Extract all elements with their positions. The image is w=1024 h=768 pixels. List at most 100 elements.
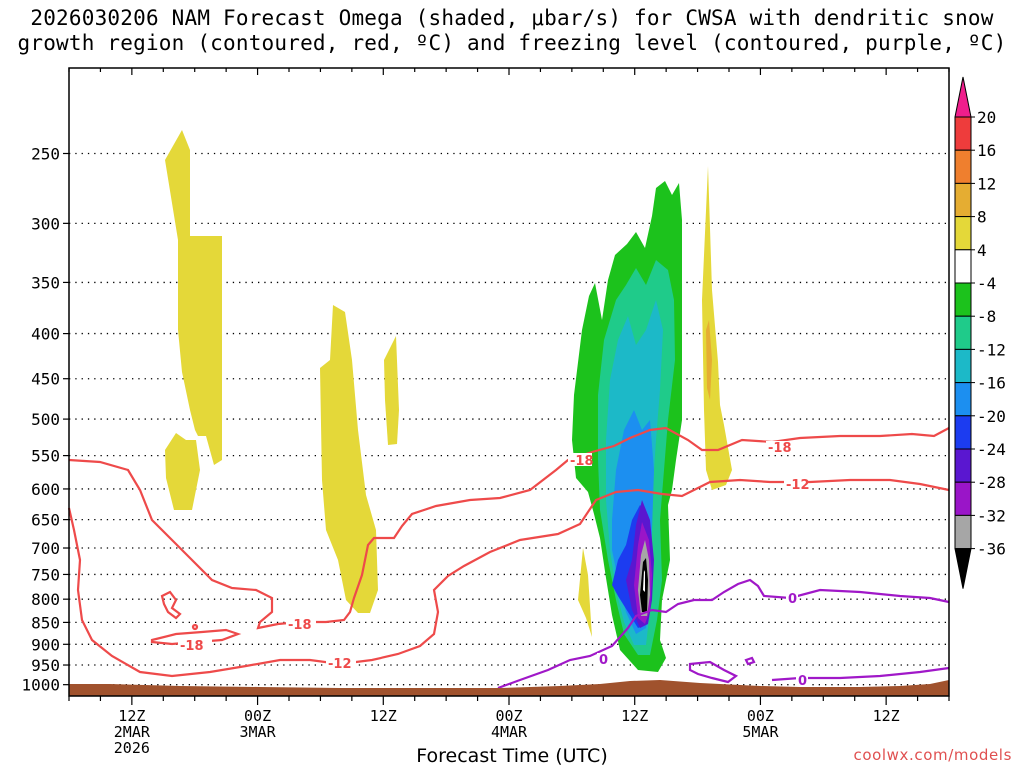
y-tick-label-600: 600: [31, 480, 60, 499]
omega-pos-region-4: [384, 336, 399, 445]
freeze-label-bg-3: [796, 673, 808, 686]
dgz-label-bg-1: [568, 453, 592, 466]
y-tick-label-500: 500: [31, 410, 60, 429]
chart-title: 2026030206 NAM Forecast Omega (shaded, μ…: [0, 6, 1024, 56]
credit-link[interactable]: coolwx.com/models: [853, 746, 1012, 764]
x-tick-label-78-0: 12Z: [873, 707, 900, 725]
x-tick-label-66-1: 5MAR: [742, 723, 779, 741]
terrain-surface: [69, 680, 949, 696]
colorbar-block-11: [954, 448, 972, 483]
colorbar-label-2: 12: [977, 174, 996, 193]
x-tick-label-6-1: 2MAR: [114, 723, 151, 741]
omega-pos-region-6: [702, 166, 732, 490]
dgz-contour-lower: [67, 478, 950, 678]
freeze-label-2: 0: [788, 592, 797, 607]
dgz-contour-loop-2: [150, 628, 242, 646]
colorbar-label-7: -12: [977, 340, 1006, 359]
dgz-contour-dot: [191, 623, 199, 631]
y-tick-label-400: 400: [31, 325, 60, 344]
y-tick-label-550: 550: [31, 447, 60, 466]
x-tick-label-6-0: 12Z: [118, 707, 145, 725]
x-tick-label-6-2: 2026: [114, 739, 150, 757]
pressure-axis: 250 300 350 400 450 500 550 600 650 700 750 800 850 9…: [21, 144, 69, 695]
dgz-label-bg-3: [784, 478, 808, 491]
dgz-contour-loop-1: [160, 590, 182, 620]
omega-pos-region-3: [320, 305, 378, 613]
y-tick-label-900: 900: [31, 635, 60, 654]
dgz-label-3: -12: [786, 478, 810, 493]
y-tick-label-1000: 1000: [21, 676, 60, 695]
dgz-label-1: -18: [570, 454, 594, 469]
dgz-label-bg-4: [286, 618, 316, 631]
colorbar-label-9: -20: [977, 407, 1006, 426]
freezing-contour-main: [497, 578, 950, 690]
freezing-contour-right: [771, 666, 950, 682]
colorbar-label-6: -8: [977, 307, 996, 326]
dgz-contour-upper: [68, 426, 950, 630]
freezing-contour-small: [744, 656, 756, 666]
colorbar-block-4: [954, 216, 972, 251]
colorbar-block-8: [954, 348, 972, 384]
colorbar-block-2: [954, 149, 972, 184]
freeze-label-1: 0: [599, 653, 608, 668]
dgz-label-6: -12: [328, 657, 352, 672]
colorbar-block-13: [954, 514, 972, 550]
colorbar-block-10: [954, 415, 972, 450]
x-axis-title: Forecast Time (UTC): [416, 745, 608, 767]
colorbar-block-3: [954, 182, 972, 218]
contour-labels: -18 -18 -12 -18 -18 -12 0 0 0: [178, 441, 810, 689]
colorbar-label-11: -28: [977, 473, 1006, 492]
colorbar-block-7: [954, 315, 972, 350]
y-tick-label-450: 450: [31, 370, 60, 389]
dgz-label-4: -18: [288, 618, 312, 633]
x-tick-label-54-0: 12Z: [621, 707, 648, 725]
chart-title-line-1: 2026030206 NAM Forecast Omega (shaded, μ…: [30, 6, 994, 30]
freezing-contours: [497, 578, 950, 690]
omega-shading: [165, 130, 732, 672]
colorbar-block-9: [954, 382, 972, 417]
colorbar-label-1: 16: [977, 141, 996, 160]
y-tick-label-950: 950: [31, 656, 60, 675]
colorbar-label-8: -16: [977, 374, 1006, 393]
y-tick-label-700: 700: [31, 539, 60, 558]
omega-pos-region-2: [165, 433, 200, 510]
dgz-label-bg-6: [326, 657, 356, 670]
colorbar-label-5: -4: [977, 274, 996, 293]
colorbar-bottom-arrow: [954, 548, 972, 589]
omega-pos-region-1: [165, 130, 222, 465]
colorbar-block-6: [954, 282, 972, 317]
omega-neg-max-core: [643, 570, 645, 592]
dgz-contours: [67, 426, 950, 678]
omega-colorbar: 20 16 12 8 4 -4 -8 -12 -16 -20 -24 -28 -32 -36: [954, 76, 1006, 589]
y-tick-label-300: 300: [31, 214, 60, 233]
y-tick-label-250: 250: [31, 144, 60, 163]
y-tick-label-650: 650: [31, 511, 60, 530]
dgz-label-bg-2: [766, 441, 796, 454]
freeze-label-bg-1: [597, 653, 609, 666]
colorbar-label-12: -32: [977, 506, 1006, 525]
dgz-label-2: -18: [768, 441, 792, 456]
y-tick-label-850: 850: [31, 613, 60, 632]
colorbar-label-13: -36: [977, 540, 1006, 559]
colorbar-block-5: [954, 249, 972, 284]
colorbar-block-1: [954, 116, 972, 151]
colorbar-label-4: 4: [977, 241, 987, 260]
x-tick-label-42-1: 4MAR: [491, 723, 528, 741]
x-tick-label-66-0: 00Z: [747, 707, 774, 725]
freeze-label-3: 0: [798, 674, 807, 689]
omega-pos-region-6-core: [706, 320, 712, 400]
chart-title-line-2: growth region (contoured, red, ºC) and f…: [17, 31, 1007, 55]
x-tick-label-42-0: 00Z: [495, 707, 522, 725]
x-tick-label-18-1: 3MAR: [240, 723, 277, 741]
x-tick-label-18-0: 00Z: [244, 707, 271, 725]
dgz-label-5: -18: [180, 639, 204, 654]
y-tick-label-800: 800: [31, 590, 60, 609]
colorbar-label-10: -24: [977, 440, 1006, 459]
dgz-label-bg-5: [178, 639, 212, 652]
omega-pos-region-5: [578, 548, 592, 637]
colorbar-label-3: 8: [977, 208, 987, 227]
colorbar-label-0: 20: [977, 108, 996, 127]
colorbar-block-12: [954, 481, 972, 516]
